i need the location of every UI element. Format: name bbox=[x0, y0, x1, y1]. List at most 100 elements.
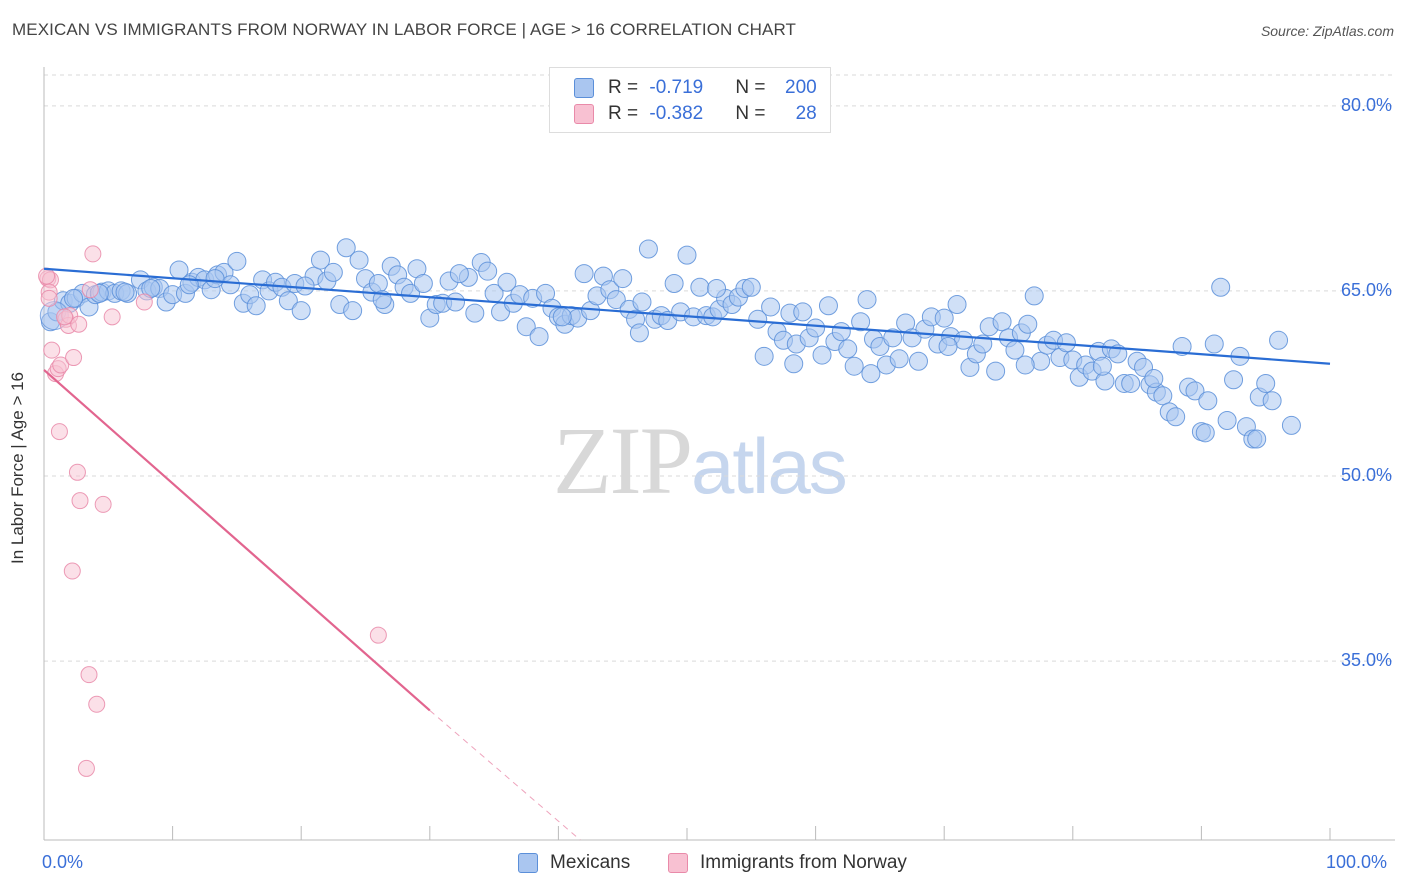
mexicans-point bbox=[1269, 330, 1289, 350]
mexicans-point bbox=[784, 354, 804, 374]
mexicans-point bbox=[1018, 314, 1038, 334]
norway-point bbox=[56, 308, 74, 326]
mexicans-point bbox=[336, 238, 356, 258]
mexicans-point bbox=[818, 296, 838, 316]
mexicans-points bbox=[39, 238, 1301, 449]
norway-point bbox=[63, 562, 81, 580]
mexicans-point bbox=[947, 295, 967, 314]
norway-point bbox=[103, 308, 121, 326]
mexicans-point bbox=[613, 269, 633, 289]
r-value: -0.382 bbox=[649, 103, 704, 124]
mexicans-point bbox=[1198, 391, 1218, 411]
mexicans-point bbox=[1166, 407, 1186, 427]
norway-point bbox=[77, 759, 95, 777]
mexicans-point bbox=[793, 302, 813, 322]
norway-point bbox=[40, 289, 58, 307]
r-label: R = bbox=[608, 103, 644, 124]
mexicans-point bbox=[449, 264, 469, 284]
chart-title: MEXICAN VS IMMIGRANTS FROM NORWAY IN LAB… bbox=[12, 20, 797, 39]
mexicans-point bbox=[812, 345, 832, 365]
mexicans-point bbox=[677, 245, 697, 265]
legend-item-mexicans: Mexicans bbox=[518, 852, 630, 874]
mexicans-point bbox=[754, 346, 774, 366]
watermark: ZIPatlas bbox=[553, 405, 848, 516]
mexicans-point bbox=[883, 328, 903, 348]
n-value: 28 bbox=[795, 103, 817, 124]
mexicans-point bbox=[851, 312, 871, 332]
watermark-atlas: atlas bbox=[691, 422, 848, 510]
mexicans-point bbox=[278, 291, 298, 311]
mexicans-point bbox=[64, 288, 84, 308]
mexicans-point bbox=[529, 327, 549, 347]
legend-swatch-pink bbox=[574, 104, 594, 124]
mexicans-point bbox=[1281, 415, 1301, 435]
mexicans-point bbox=[889, 349, 909, 369]
mexicans-point bbox=[552, 307, 572, 327]
y-axis-label: In Labor Force | Age > 16 bbox=[8, 372, 27, 565]
n-value: 200 bbox=[785, 77, 817, 98]
norway-point bbox=[135, 293, 153, 311]
n-label: N = bbox=[735, 103, 771, 124]
mexicans-point bbox=[861, 364, 881, 384]
mexicans-point bbox=[465, 303, 485, 323]
norway-point bbox=[38, 267, 56, 285]
norway-point bbox=[80, 666, 98, 684]
legend-row-mexicans: R = -0.719 N = 200 bbox=[574, 76, 817, 100]
norway-point bbox=[88, 695, 106, 713]
norway-trend-extension bbox=[429, 710, 581, 841]
mexicans-point bbox=[1204, 334, 1224, 354]
legend-label-mexicans: Mexicans bbox=[550, 852, 631, 873]
r-label: R = bbox=[608, 77, 644, 98]
mexicans-point bbox=[227, 251, 247, 271]
mexicans-point bbox=[368, 274, 388, 294]
mexicans-point bbox=[934, 308, 954, 328]
legend-item-norway: Immigrants from Norway bbox=[668, 852, 907, 874]
mexicans-point bbox=[638, 239, 658, 259]
mexicans-point bbox=[1224, 370, 1244, 390]
mexicans-point bbox=[349, 250, 369, 270]
mexicans-point bbox=[478, 261, 498, 281]
norway-point bbox=[81, 281, 99, 299]
norway-trend-line bbox=[43, 369, 431, 712]
mexicans-point bbox=[1015, 355, 1035, 375]
legend-swatch-blue bbox=[574, 78, 594, 98]
mexicans-point bbox=[574, 264, 594, 284]
trend-lines bbox=[43, 267, 1331, 841]
mexicans-point bbox=[1195, 423, 1215, 443]
x-tick-min: 0.0% bbox=[42, 852, 84, 872]
mexicans-point bbox=[497, 272, 517, 292]
y-tick-label: 65.0% bbox=[1340, 279, 1392, 300]
norway-point bbox=[84, 245, 102, 263]
mexicans-point bbox=[806, 318, 826, 338]
mexicans-point bbox=[844, 356, 864, 376]
axes bbox=[43, 67, 1395, 841]
mexicans-point bbox=[1121, 373, 1141, 393]
y-tick-label: 50.0% bbox=[1340, 465, 1392, 485]
legend-label-norway: Immigrants from Norway bbox=[700, 852, 907, 873]
mexicans-point bbox=[690, 277, 710, 297]
mexicans-point bbox=[1144, 369, 1164, 389]
x-tick-max: 100.0% bbox=[1326, 852, 1388, 872]
mexicans-point bbox=[707, 278, 727, 298]
mexicans-point bbox=[761, 297, 781, 317]
mexicans-point bbox=[629, 323, 649, 343]
mexicans-point bbox=[606, 290, 626, 310]
mexicans-point bbox=[908, 351, 928, 371]
watermark-zip: ZIP bbox=[553, 407, 693, 514]
r-value: -0.719 bbox=[649, 77, 704, 98]
mexicans-point bbox=[1247, 429, 1267, 449]
legend-swatch-blue bbox=[518, 853, 538, 873]
mexicans-point bbox=[838, 339, 858, 359]
mexicans-trend-line bbox=[43, 267, 1331, 365]
mexicans-point bbox=[1217, 410, 1237, 430]
norway-point bbox=[68, 463, 86, 481]
mexicans-point bbox=[323, 262, 343, 282]
mexicans-point bbox=[310, 250, 330, 270]
mexicans-point bbox=[1211, 277, 1231, 297]
mexicans-point bbox=[401, 283, 421, 303]
mexicans-point bbox=[748, 309, 768, 329]
norway-points bbox=[38, 245, 387, 777]
mexicans-point bbox=[446, 292, 466, 312]
mexicans-point bbox=[1153, 386, 1173, 406]
